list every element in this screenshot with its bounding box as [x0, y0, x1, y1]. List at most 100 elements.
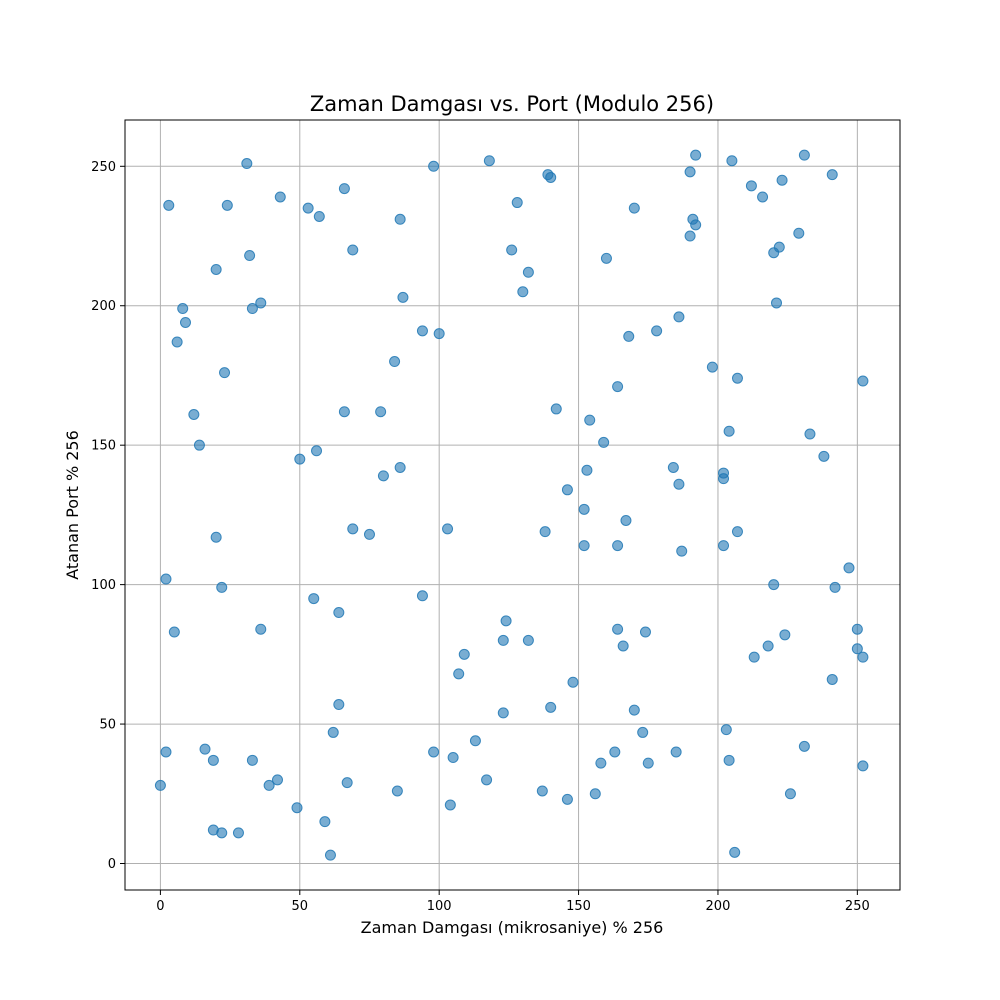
scatter-point	[723, 425, 735, 437]
scatter-point	[720, 724, 732, 736]
scatter-point	[244, 250, 256, 262]
scatter-point	[718, 473, 730, 485]
plot-frame	[124, 119, 901, 891]
scatter-point	[416, 325, 428, 337]
scatter-point	[500, 615, 512, 627]
scatter-point	[581, 464, 593, 476]
data-points	[154, 149, 869, 861]
scatter-point	[177, 303, 189, 315]
chart-title: Zaman Damgası vs. Port (Modulo 256)	[310, 92, 714, 116]
scatter-point	[539, 526, 551, 538]
scatter-point	[798, 149, 810, 161]
scatter-point	[793, 227, 805, 239]
scatter-point	[536, 785, 548, 797]
scatter-point	[600, 252, 612, 264]
x-tick-label: 200	[706, 899, 731, 914]
scatter-point	[193, 439, 205, 451]
scatter-point	[628, 202, 640, 214]
scatter-point	[232, 827, 244, 839]
scatter-point	[271, 774, 283, 786]
scatter-point	[416, 590, 428, 602]
scatter-point	[391, 785, 403, 797]
scatter-point	[188, 409, 200, 421]
y-tick-label: 0	[108, 857, 116, 872]
scatter-point	[263, 779, 275, 791]
y-tick-label: 150	[91, 439, 116, 454]
scatter-point	[684, 230, 696, 242]
scatter-point	[377, 470, 389, 482]
scatter-point	[561, 484, 573, 496]
scatter-point	[617, 640, 629, 652]
scatter-point	[433, 328, 445, 340]
scatter-point	[667, 461, 679, 473]
x-tick-label: 0	[156, 899, 164, 914]
scatter-point	[729, 846, 741, 858]
scatter-point	[347, 244, 359, 256]
scatter-point	[483, 155, 495, 167]
scatter-point	[394, 461, 406, 473]
scatter-point	[397, 291, 409, 303]
y-tick-label: 100	[91, 578, 116, 593]
scatter-point	[584, 414, 596, 426]
scatter-point	[768, 579, 780, 591]
y-axis-ticks: 0 50 100 150 200 250	[91, 160, 125, 872]
scatter-point	[458, 648, 470, 660]
scatter-point	[333, 699, 345, 711]
scatter-point	[363, 528, 375, 540]
scatter-point	[219, 367, 231, 379]
scatter-point	[773, 241, 785, 253]
scatter-point	[522, 266, 534, 278]
scatter-point	[347, 523, 359, 535]
scatter-point	[804, 428, 816, 440]
scatter-point	[311, 445, 323, 457]
y-tick-label: 250	[91, 160, 116, 175]
scatter-point	[324, 849, 336, 861]
scatter-point	[255, 297, 267, 309]
scatter-point	[319, 816, 331, 828]
scatter-point	[843, 562, 855, 574]
scatter-point	[857, 651, 869, 663]
y-tick-label: 200	[91, 299, 116, 314]
scatter-point	[745, 180, 757, 192]
scatter-point	[545, 701, 557, 713]
scatter-point	[522, 634, 534, 646]
scatter-point	[829, 581, 841, 593]
scatter-point	[651, 325, 663, 337]
scatter-point	[207, 754, 219, 766]
scatter-point	[851, 643, 863, 655]
scatter-point	[561, 793, 573, 805]
scatter-point	[623, 330, 635, 342]
scatter-point	[171, 336, 183, 348]
x-axis-ticks: 0 50 100 150 200 250	[156, 890, 870, 914]
y-axis-label: Atanan Port % 256	[63, 430, 82, 580]
scatter-point	[818, 450, 830, 462]
scatter-point	[779, 629, 791, 641]
scatter-point	[255, 623, 267, 635]
scatter-point	[341, 777, 353, 789]
y-tick-label: 50	[99, 718, 116, 733]
scatter-point	[274, 191, 286, 203]
scatter-point	[313, 210, 325, 222]
scatter-point	[294, 453, 306, 465]
scatter-point	[199, 743, 211, 755]
scatter-point	[389, 356, 401, 368]
scatter-point	[154, 779, 166, 791]
scatter-point	[497, 634, 509, 646]
scatter-point	[511, 197, 523, 209]
scatter-point	[447, 752, 459, 764]
scatter-point	[168, 626, 180, 638]
x-tick-label: 250	[845, 899, 870, 914]
x-tick-label: 50	[292, 899, 309, 914]
scatter-point	[442, 523, 454, 535]
scatter-point	[333, 607, 345, 619]
scatter-point	[338, 406, 350, 418]
scatter-point	[826, 169, 838, 181]
scatter-point	[469, 735, 481, 747]
scatter-point	[210, 263, 222, 275]
scatter-point	[762, 640, 774, 652]
scatter-point	[639, 626, 651, 638]
scatter-point	[210, 531, 222, 543]
scatter-point	[567, 676, 579, 688]
scatter-point	[428, 160, 440, 172]
